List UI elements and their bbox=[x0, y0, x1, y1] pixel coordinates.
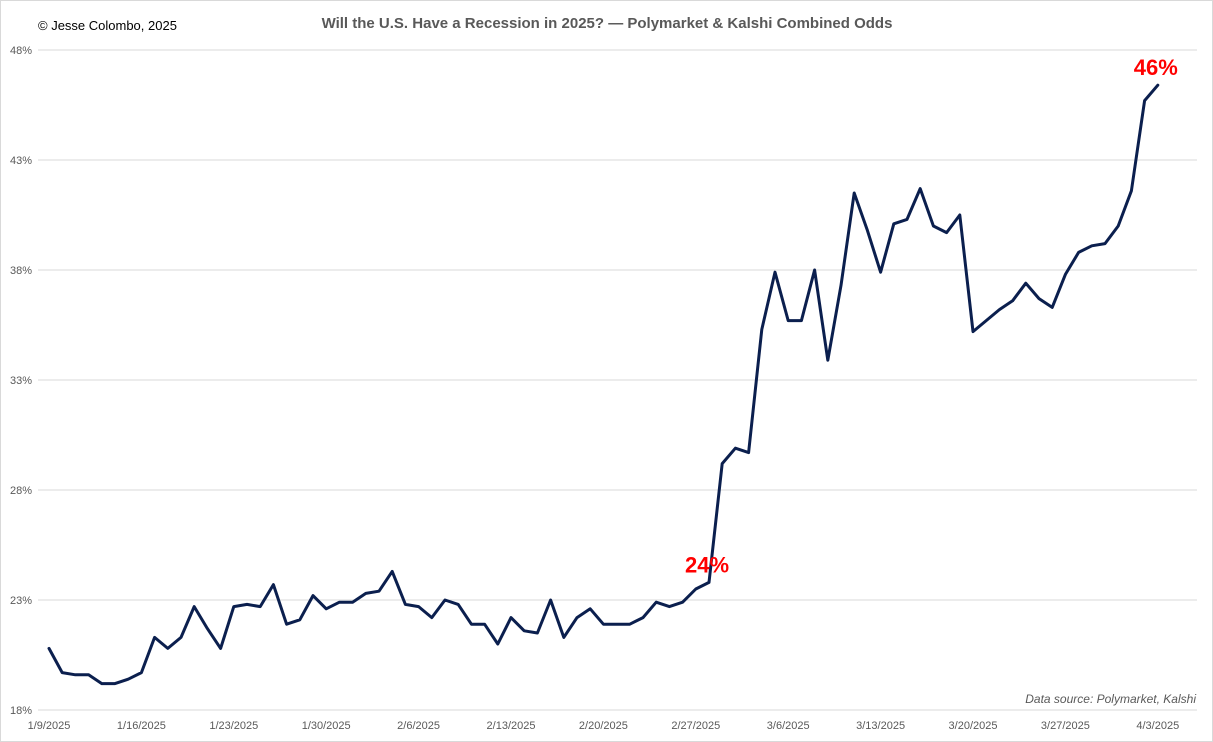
data-annotations: 24% 46% bbox=[685, 55, 1178, 577]
gridlines bbox=[38, 49, 1197, 711]
chart-title: Will the U.S. Have a Recession in 2025? … bbox=[322, 15, 893, 32]
x-tick-label: 3/13/2025 bbox=[856, 720, 905, 732]
y-tick-label: 33% bbox=[10, 375, 32, 387]
y-axis-ticks: 18% 23% 28% 33% 38% 43% 48% bbox=[10, 45, 32, 717]
x-tick-label: 1/23/2025 bbox=[209, 720, 258, 732]
annotation-label: 46% bbox=[1134, 55, 1178, 80]
y-tick-label: 28% bbox=[10, 485, 32, 497]
x-tick-label: 3/6/2025 bbox=[767, 720, 810, 732]
annotation-label: 24% bbox=[685, 552, 729, 577]
x-tick-label: 2/20/2025 bbox=[579, 720, 628, 732]
x-tick-label: 3/20/2025 bbox=[949, 720, 998, 732]
copyright-notice: © Jesse Colombo, 2025 bbox=[38, 18, 177, 33]
x-tick-label: 2/13/2025 bbox=[487, 720, 536, 732]
x-tick-label: 3/27/2025 bbox=[1041, 720, 1090, 732]
x-tick-label: 2/27/2025 bbox=[671, 720, 720, 732]
y-tick-label: 38% bbox=[10, 265, 32, 277]
x-tick-label: 1/16/2025 bbox=[117, 720, 166, 732]
x-tick-label: 2/6/2025 bbox=[397, 720, 440, 732]
y-tick-label: 18% bbox=[10, 705, 32, 717]
recession-odds-line bbox=[47, 83, 1160, 686]
x-tick-label: 1/30/2025 bbox=[302, 720, 351, 732]
x-tick-label: 1/9/2025 bbox=[28, 720, 71, 732]
y-tick-label: 48% bbox=[10, 45, 32, 57]
x-tick-label: 4/3/2025 bbox=[1136, 720, 1179, 732]
x-axis-ticks: 1/9/2025 1/16/2025 1/23/2025 1/30/2025 2/6/2… bbox=[28, 720, 1180, 732]
y-tick-label: 23% bbox=[10, 595, 32, 607]
y-tick-label: 43% bbox=[10, 155, 32, 167]
data-source-note: Data source: Polymarket, Kalshi bbox=[1025, 692, 1196, 706]
